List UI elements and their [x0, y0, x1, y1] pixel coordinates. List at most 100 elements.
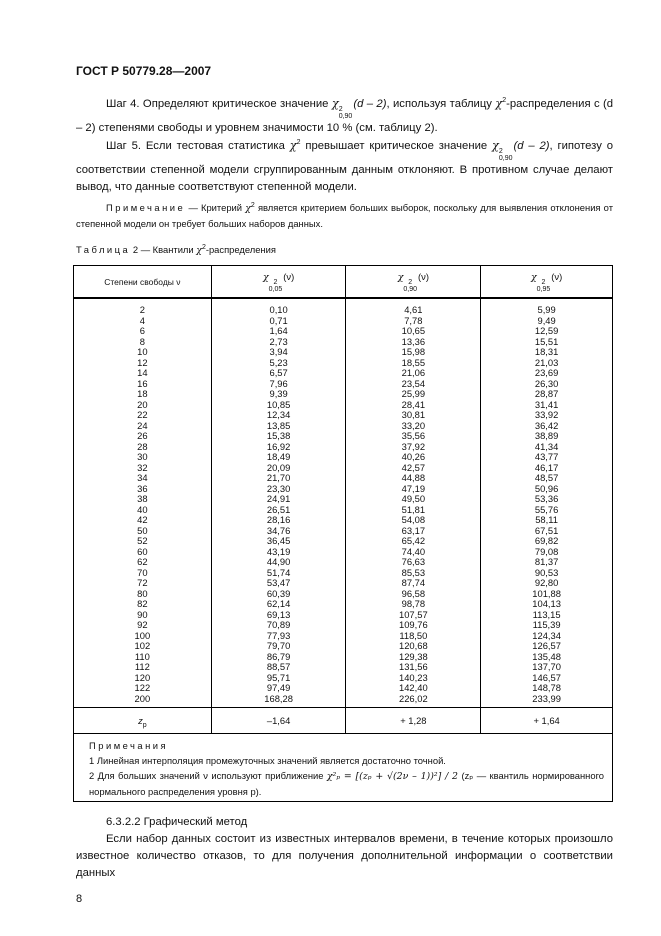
quantile-cell: 126,57 [480, 640, 613, 652]
chi-symbol: χ [245, 203, 251, 214]
dof-cell: 32 [73, 462, 212, 473]
dof-cell: 8 [73, 336, 212, 347]
quantile-cell: 113,15 [480, 609, 613, 620]
header-dof: Степени свободы ν [73, 265, 212, 299]
quantile-cell: 15,98 [345, 346, 482, 358]
dof-cell: 52 [73, 535, 212, 547]
dof-cell: 34 [73, 472, 212, 484]
quantile-cell: 53,36 [480, 493, 613, 505]
quantile-cell: 168,28 [210, 693, 347, 708]
header-q090: χ 2 0,90 (ν) [345, 265, 482, 299]
quantile-cell: 233,99 [480, 693, 613, 708]
quantile-cell: 76,63 [345, 556, 482, 568]
quantile-cell: 38,89 [480, 430, 613, 442]
quantile-cell: 28,87 [480, 388, 613, 400]
quantile-cell: 124,34 [480, 630, 613, 641]
dof-cell: 50 [73, 525, 212, 536]
quantile-cell: 18,49 [210, 451, 347, 463]
zp-value: –1,64 [210, 707, 347, 734]
quantile-cell: 67,51 [480, 525, 613, 536]
sup: 2 [201, 243, 206, 251]
zp-value: + 1,64 [480, 707, 613, 734]
table-row: 120 95,71 140,23 146,57 [73, 672, 613, 683]
quantile-cell: 98,78 [345, 598, 482, 610]
quantile-cell: 115,39 [480, 619, 613, 631]
dof-cell: 62 [73, 556, 212, 568]
step-4-paragraph: Шаг 4. Определяют критическое значение χ… [76, 95, 613, 137]
quantile-cell: 9,49 [480, 315, 613, 326]
quantile-cell: 120,68 [345, 640, 482, 652]
quantile-cell: 92,80 [480, 577, 613, 589]
table-notes-row: Примечания 1 Линейная интерполяция проме… [73, 733, 613, 802]
quantile-cell: 79,08 [480, 546, 613, 557]
table-row: 200 168,28 226,02 233,99 [73, 693, 613, 708]
section-title: 6.3.2.2 Графический метод [106, 816, 248, 828]
text: , используя таблицу [386, 98, 496, 110]
quantile-cell: 12,59 [480, 325, 613, 337]
dof-cell: 20 [73, 399, 212, 410]
dof-cell: 6 [73, 325, 212, 337]
table-row: 112 88,57 131,56 137,70 [73, 661, 613, 673]
table-row: 50 34,76 63,17 67,51 [73, 525, 613, 536]
dof-cell: 28 [73, 441, 212, 452]
quantile-cell: 109,76 [345, 619, 482, 631]
dof-cell: 70 [73, 567, 212, 578]
zp-value: + 1,28 [345, 707, 482, 734]
table-row: 122 97,49 142,40 148,78 [73, 682, 613, 694]
quantile-cell: 58,11 [480, 514, 613, 526]
table-row: 40 26,51 51,81 55,76 [73, 504, 613, 515]
table-row: 90 69,13 107,57 113,15 [73, 609, 613, 620]
quantile-cell: 28,16 [210, 514, 347, 526]
dof-cell: 18 [73, 388, 212, 400]
quantile-cell: 33,92 [480, 409, 613, 421]
sup: 2 [250, 201, 255, 209]
table-row: 32 20,09 42,57 46,17 [73, 462, 613, 473]
dof-cell: 112 [73, 661, 212, 673]
table-row: 18 9,39 25,99 28,87 [73, 388, 613, 400]
table-row: 52 36,45 65,42 69,82 [73, 535, 613, 547]
quantile-cell: 26,30 [480, 378, 613, 389]
dof-cell: 24 [73, 420, 212, 431]
table-row: 82 62,14 98,78 104,13 [73, 598, 613, 610]
quantile-cell: 21,06 [345, 367, 482, 379]
table-row: 16 7,96 23,54 26,30 [73, 378, 613, 389]
quantile-cell: 65,42 [345, 535, 482, 547]
page-number: 8 [76, 893, 83, 905]
quantile-cell: 30,81 [345, 409, 482, 421]
table-row: 26 15,38 35,56 38,89 [73, 430, 613, 442]
quantile-cell: 62,14 [210, 598, 347, 610]
dof-cell: 16 [73, 378, 212, 389]
dof-cell: 40 [73, 504, 212, 515]
zp-row: zp –1,64 + 1,28 + 1,64 [73, 707, 613, 734]
quantile-cell: 4,61 [345, 298, 482, 316]
quantile-cell: 142,40 [345, 682, 482, 694]
quantile-cell: 25,99 [345, 388, 482, 400]
chi-symbol: χ [495, 97, 503, 110]
quantile-cell: 24,91 [210, 493, 347, 505]
quantile-cell: 44,88 [345, 472, 482, 484]
notes-title: Примечания [89, 740, 169, 751]
table-row: 30 18,49 40,26 43,77 [73, 451, 613, 463]
quantile-cell: 43,77 [480, 451, 613, 463]
dof-cell: 82 [73, 598, 212, 610]
quantile-cell: 18,31 [480, 346, 613, 358]
dof-cell: 80 [73, 588, 212, 599]
header-q095: χ 2 0,95 (ν) [480, 265, 613, 299]
chi-symbol: χ [289, 139, 297, 152]
quantile-cell: 53,47 [210, 577, 347, 589]
quantile-cell: 81,37 [480, 556, 613, 568]
table-row: 62 44,90 76,63 81,37 [73, 556, 613, 568]
document-header: ГОСТ Р 50779.28—2007 [76, 64, 212, 78]
quantile-cell: 10,65 [345, 325, 482, 337]
note-paragraph: Примечание — Критерий χ2 является критер… [76, 200, 613, 231]
dof-cell: 100 [73, 630, 212, 641]
dof-cell: 92 [73, 619, 212, 631]
dof-cell: 26 [73, 430, 212, 442]
quantile-cell: 135,48 [480, 651, 613, 662]
dof-cell: 12 [73, 357, 212, 368]
quantile-cell: 46,17 [480, 462, 613, 473]
quantile-cell: 0,10 [210, 298, 347, 316]
quantile-cell: 69,82 [480, 535, 613, 547]
table-row: 34 21,70 44,88 48,57 [73, 472, 613, 484]
